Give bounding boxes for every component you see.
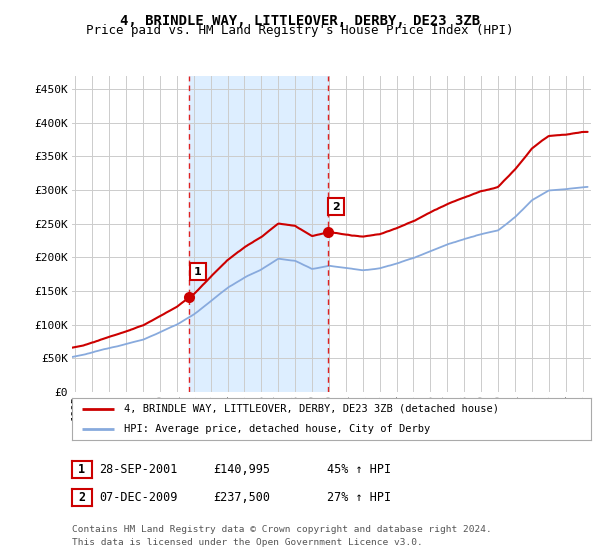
Text: 2: 2 (79, 491, 85, 504)
Text: This data is licensed under the Open Government Licence v3.0.: This data is licensed under the Open Gov… (72, 538, 423, 547)
Text: 45% ↑ HPI: 45% ↑ HPI (327, 463, 391, 476)
Text: 28-SEP-2001: 28-SEP-2001 (99, 463, 178, 476)
Text: 4, BRINDLE WAY, LITTLEOVER, DERBY, DE23 3ZB: 4, BRINDLE WAY, LITTLEOVER, DERBY, DE23 … (120, 14, 480, 28)
Text: 4, BRINDLE WAY, LITTLEOVER, DERBY, DE23 3ZB (detached house): 4, BRINDLE WAY, LITTLEOVER, DERBY, DE23 … (124, 404, 499, 413)
Text: Contains HM Land Registry data © Crown copyright and database right 2024.: Contains HM Land Registry data © Crown c… (72, 525, 492, 534)
Text: 2: 2 (332, 202, 340, 212)
Text: 27% ↑ HPI: 27% ↑ HPI (327, 491, 391, 504)
Text: Price paid vs. HM Land Registry's House Price Index (HPI): Price paid vs. HM Land Registry's House … (86, 24, 514, 37)
Text: £237,500: £237,500 (213, 491, 270, 504)
Text: £140,995: £140,995 (213, 463, 270, 476)
Text: 1: 1 (194, 267, 202, 277)
Bar (190, 76, 328, 392)
Text: 07-DEC-2009: 07-DEC-2009 (99, 491, 178, 504)
Text: HPI: Average price, detached house, City of Derby: HPI: Average price, detached house, City… (124, 424, 430, 433)
Text: 1: 1 (79, 463, 85, 476)
